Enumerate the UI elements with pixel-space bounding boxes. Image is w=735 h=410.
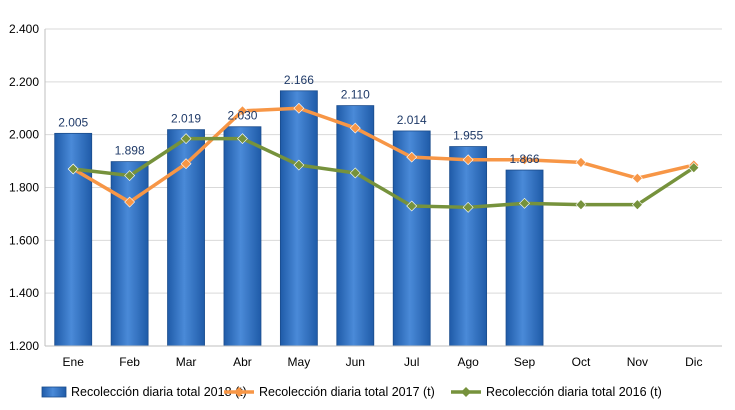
marker-2017 xyxy=(575,156,587,168)
marker-2017 xyxy=(406,151,418,163)
marker-2017 xyxy=(237,105,248,117)
y-tick-label: 1.600 xyxy=(9,233,39,247)
y-tick-label: 2.400 xyxy=(9,22,39,36)
bar-data-label: 1.866 xyxy=(510,152,540,166)
marker-2017 xyxy=(180,158,192,170)
bar-2018 xyxy=(392,130,431,347)
marker-2016 xyxy=(519,197,530,209)
marker-2016 xyxy=(349,167,361,179)
x-tick-label: Jun xyxy=(346,355,365,369)
marker-2016 xyxy=(631,199,643,211)
line-2016 xyxy=(71,136,696,210)
y-tick-label: 2.200 xyxy=(9,75,39,89)
x-tick-label: Dic xyxy=(685,355,702,369)
x-tick-label: Mar xyxy=(176,355,197,369)
marker-2016 xyxy=(124,170,136,182)
legend-swatch-2018 xyxy=(41,386,67,398)
bar-data-label: 1.898 xyxy=(115,144,145,158)
line-series xyxy=(67,102,700,213)
legend-label-2018: Recolección diaria total 2018 (t) xyxy=(71,385,247,399)
marker-2016 xyxy=(406,200,418,212)
bar-2018 xyxy=(336,105,375,347)
y-axis: 1.200 1.400 1.600 1.800 2.000 2.200 2.400 xyxy=(9,22,46,353)
bar-2018 xyxy=(505,169,544,347)
y-tick-label: 1.400 xyxy=(9,286,39,300)
bar-data-label: 1.955 xyxy=(453,129,483,143)
marker-2016 xyxy=(180,133,192,145)
x-tick-label: Sep xyxy=(514,355,536,369)
data-labels: 2.005 1.898 2.019 2.030 2.166 2.110 2.014 1.955… xyxy=(58,73,540,166)
legend-marker-2016 xyxy=(461,387,471,397)
gridlines xyxy=(45,28,722,347)
marker-2017 xyxy=(349,122,361,134)
bar-2018 xyxy=(110,161,149,347)
marker-2017 xyxy=(631,172,643,184)
x-axis: Ene Feb Mar Abr May Jun Jul Ago Sep Oct Nov Dic xyxy=(45,345,722,369)
x-tick-label: Ene xyxy=(63,355,85,369)
marker-2017 xyxy=(462,154,474,166)
bar-data-label: 2.110 xyxy=(341,88,370,102)
bar-data-label: 2.030 xyxy=(227,109,257,123)
marker-2016 xyxy=(237,133,248,145)
legend-label-2016: Recolección diaria total 2016 (t) xyxy=(486,385,662,399)
legend-label-2017: Recolección diaria total 2017 (t) xyxy=(259,385,435,399)
marker-2017 xyxy=(519,154,530,166)
x-tick-label: May xyxy=(288,355,311,369)
marker-2016 xyxy=(688,162,700,174)
x-tick-label: Feb xyxy=(119,355,140,369)
bar-data-label: 2.014 xyxy=(397,113,427,127)
bar-2018 xyxy=(449,146,488,347)
marker-2016 xyxy=(67,163,79,175)
bar-data-label: 2.005 xyxy=(58,115,88,129)
bar-data-label: 2.166 xyxy=(284,73,314,87)
bar-2018 xyxy=(279,90,318,347)
x-tick-label: Oct xyxy=(572,355,591,369)
legend-marker-2017 xyxy=(234,387,244,397)
x-tick-label: Abr xyxy=(233,355,252,369)
bar-2018 xyxy=(223,126,262,347)
y-tick-label: 1.200 xyxy=(9,339,39,353)
x-tick-label: Nov xyxy=(627,355,648,369)
x-tick-label: Jul xyxy=(404,355,419,369)
marker-2016 xyxy=(293,159,305,171)
legend: Recolección diaria total 2018 (t) Recolec… xyxy=(41,385,662,399)
marker-2017 xyxy=(293,102,305,114)
y-tick-label: 1.800 xyxy=(9,181,39,195)
bar-data-label: 2.019 xyxy=(171,112,201,126)
y-tick-label: 2.000 xyxy=(9,128,39,142)
marker-2016 xyxy=(575,199,587,211)
x-tick-label: Ago xyxy=(457,355,479,369)
line-2017 xyxy=(71,106,696,204)
marker-2017 xyxy=(124,196,136,208)
marker-2016 xyxy=(462,201,474,213)
